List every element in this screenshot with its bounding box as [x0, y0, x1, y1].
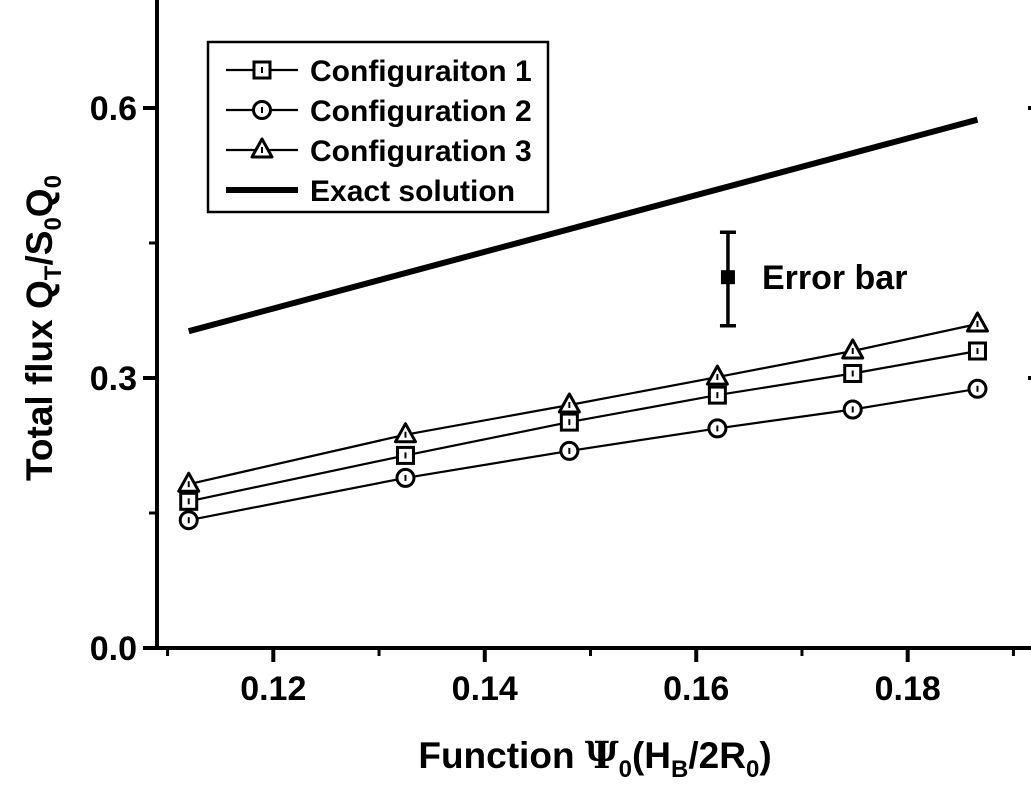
- error-bar-annotation: Error bar: [719, 230, 908, 328]
- legend-item: Configuration 3: [226, 135, 532, 168]
- legend-label: Exact solution: [310, 175, 515, 208]
- y-tick-label: 0.3: [90, 360, 137, 398]
- y-tick-label: 0.0: [90, 630, 137, 668]
- series-3: [177, 311, 989, 493]
- series-line: [187, 116, 979, 335]
- error-bar-label: Error bar: [762, 259, 908, 297]
- x-tick-label: 0.14: [452, 670, 518, 708]
- legend-label: Configuration 2: [310, 95, 532, 128]
- legend-label: Configuraiton 1: [310, 55, 532, 88]
- series-line: [188, 322, 978, 486]
- legend-item: Exact solution: [226, 175, 515, 208]
- x-tick-label: 0.16: [663, 670, 729, 708]
- series-layer: [177, 116, 989, 531]
- legend: Configuraiton 1 Configuration 2 Configurat…: [206, 40, 550, 214]
- y-tick-label: 0.6: [90, 90, 137, 128]
- series-1: [179, 341, 987, 511]
- series-line: [188, 349, 978, 503]
- legend-label: Configuration 3: [310, 135, 532, 168]
- plot-axes: 0.12 0.14 0.16 0.18 0.0 0.3 0.6: [90, 0, 1031, 708]
- error-bar-point: [720, 270, 735, 285]
- x-axis-label: Function Ψ0(HB/2R0): [418, 733, 771, 783]
- legend-item: Configuration 2: [226, 95, 532, 128]
- x-tick-label: 0.12: [240, 670, 306, 708]
- series-4: [187, 116, 979, 335]
- series-line: [188, 387, 978, 522]
- legend-item: Configuraiton 1: [226, 55, 532, 88]
- y-axis-label: Total flux QT/S0Q0: [19, 175, 67, 481]
- series-2: [178, 378, 988, 531]
- x-tick-label: 0.18: [875, 670, 941, 708]
